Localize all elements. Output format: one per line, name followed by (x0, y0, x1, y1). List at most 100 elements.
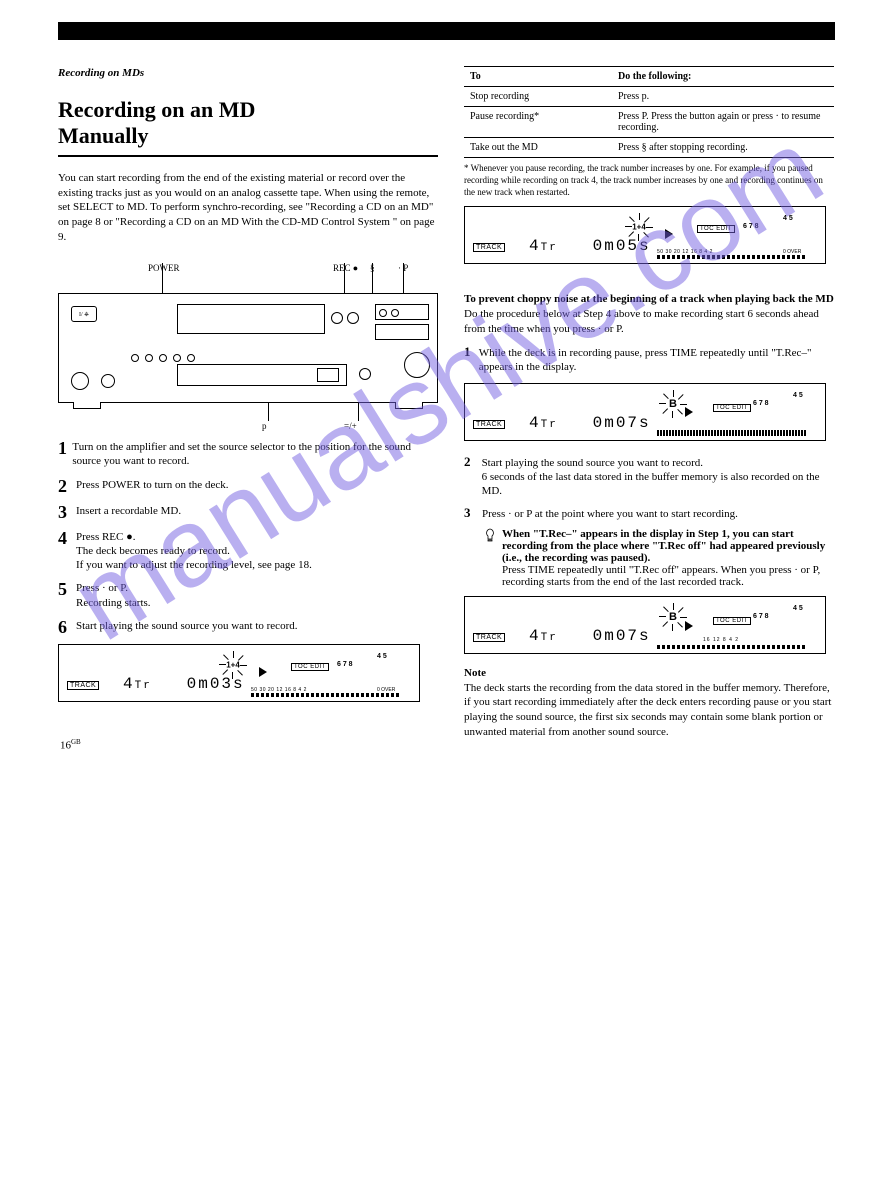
device-display-icon (177, 304, 325, 334)
step-1-text: Turn on the amplifier and set the source… (72, 437, 438, 469)
step-1: 1 Turn on the amplifier and set the sour… (58, 437, 438, 469)
page-number: 16GB (60, 738, 81, 752)
right-column: To Do the following: Stop recording Pres… (464, 66, 834, 740)
blockA-title: To prevent choppy noise at the beginning… (464, 292, 834, 307)
page-title-line2: Manually (58, 123, 438, 149)
step-3-text: Insert a recordable MD. (76, 501, 181, 518)
vu-bars (657, 430, 807, 436)
right-step-2: 2 Start playing the sound source you wan… (464, 453, 834, 499)
time-value: 0m03s (187, 675, 245, 693)
label-eq: =/+ (344, 421, 357, 431)
track-value: 4 (123, 675, 135, 693)
power-button-icon: I/ ⎈ (71, 306, 97, 322)
note-body: The deck starts the recording from the d… (464, 681, 834, 740)
sun-center: B (669, 611, 677, 623)
track-value: 4 (529, 237, 541, 255)
toc-box: TOC EDIT (697, 225, 735, 233)
intro-paragraph: You can start recording from the end of … (58, 171, 438, 245)
step-2-num: 2 (58, 475, 76, 495)
title-block: Recording on an MD Manually (58, 97, 438, 157)
step-4-text2: The deck becomes ready to record. (76, 545, 230, 557)
vu-bars (251, 693, 401, 697)
step-6-num: 6 (58, 616, 76, 636)
step-4: 4 Press REC ●. The deck becomes ready to… (58, 527, 438, 573)
step-5-text1: Press · or P. (76, 582, 128, 594)
track-box: TRACK (473, 633, 505, 642)
sun-center: B (669, 398, 677, 410)
device-illustration: POWER REC ● § · P I/ ⎈ (58, 263, 438, 427)
track-box: TRACK (473, 420, 505, 429)
play-icon (685, 404, 693, 422)
step-5-text2: Recording starts. (76, 597, 151, 609)
step-6-text: Start playing the sound source you want … (76, 616, 297, 633)
sun-icon: B (663, 607, 683, 627)
step-4-num: 4 (58, 527, 76, 547)
track-box: TRACK (67, 681, 99, 690)
right-step-2-text1: Start playing the sound source you want … (482, 457, 703, 469)
step-5: 5 Press · or P. Recording starts. (58, 578, 438, 610)
display-panel-r2: B TOC EDIT 6 7 8 4 5 TRACK 4Tr 0m07s (464, 383, 826, 441)
cell-to-1: Pause recording* (464, 107, 612, 138)
calendar-45: 4 5 (377, 653, 387, 660)
track-value: 4 (529, 627, 541, 645)
track-value: 4 (529, 414, 541, 432)
step-4-text1: Press REC ●. (76, 531, 136, 543)
right-step-3: 3 Press · or P at the point where you wa… (464, 504, 834, 521)
sun-center: 1+4 (632, 223, 646, 232)
step-2-text: Press POWER to turn on the deck. (76, 475, 228, 492)
sun-center: 1+4 (226, 661, 240, 670)
note-title: Note (464, 666, 834, 681)
step-4-text3: If you want to adjust the recording leve… (76, 559, 312, 571)
calendar-678: 6 7 8 (753, 400, 769, 407)
step-3-num: 3 (58, 501, 76, 521)
right-step-3-text: Press · or P at the point where you want… (482, 504, 738, 521)
lamp-icon (484, 528, 496, 542)
step-5-num: 5 (58, 578, 76, 598)
toc-box: TOC EDIT (291, 663, 329, 671)
vu-scale-short: 16 12 8 4 2 (703, 637, 739, 643)
calendar-45: 4 5 (793, 605, 803, 612)
tip-block: When "T.Rec–" appears in the display in … (484, 528, 834, 588)
toc-box: TOC EDIT (713, 617, 751, 625)
toc-box: TOC EDIT (713, 404, 751, 412)
track-box: TRACK (473, 243, 505, 252)
page: Recording on MDs Recording on an MD Manu… (0, 0, 893, 770)
track-unit: Tr (541, 632, 558, 644)
to-do-table: To Do the following: Stop recording Pres… (464, 66, 834, 158)
step-6: 6 Start playing the sound source you wan… (58, 616, 438, 636)
vu-bars (657, 255, 807, 259)
sun-icon: 1+4 (223, 655, 243, 675)
step-1-num: 1 (58, 437, 72, 457)
tip-body: Press TIME repeatedly until "T.Rec off" … (502, 564, 820, 588)
right-step-1-num: 1 (464, 343, 479, 358)
calendar-45: 4 5 (783, 215, 793, 222)
display-panel-r1: 1+4 TOC EDIT 6 7 8 4 5 TRACK 4Tr 0m05s 5… (464, 206, 826, 264)
display-panel-left: 1+4 TOC EDIT 6 7 8 4 5 TRACK (58, 644, 420, 702)
calendar-678: 6 7 8 (743, 223, 759, 230)
right-step-1: 1 While the deck is in recording pause, … (464, 343, 834, 375)
play-icon (259, 663, 267, 681)
page-title-line1: Recording on an MD (58, 97, 438, 123)
device-body: I/ ⎈ (58, 293, 438, 403)
table-row: Pause recording* Press P. Press the butt… (464, 107, 834, 138)
cell-do-0: Press p. (612, 87, 834, 107)
cell-do-1: Press P. Press the button again or press… (612, 107, 834, 138)
time-value: 0m05s (593, 237, 651, 255)
calendar-678: 6 7 8 (337, 661, 353, 668)
time-value: 0m07s (593, 414, 651, 432)
header-blackbar (58, 22, 835, 40)
play-icon (685, 617, 693, 635)
calendar-45: 4 5 (793, 392, 803, 399)
left-column: Recording on MDs Recording on an MD Manu… (58, 66, 438, 740)
play-icon (665, 225, 673, 243)
blockA-line1: Do the procedure below at Step 4 above t… (464, 307, 834, 337)
vu-bars (657, 645, 807, 649)
track-unit: Tr (135, 680, 152, 692)
sun-icon: 1+4 (629, 217, 649, 237)
table-row: Take out the MD Press § after stopping r… (464, 138, 834, 158)
step-3: 3 Insert a recordable MD. (58, 501, 438, 521)
track-unit: Tr (541, 419, 558, 431)
right-step-2-text2: 6 seconds of the last data stored in the… (482, 471, 820, 497)
cell-to-2: Take out the MD (464, 138, 612, 158)
right-step-3-num: 3 (464, 504, 482, 519)
